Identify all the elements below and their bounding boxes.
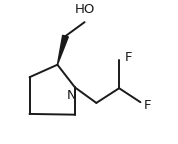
Text: F: F [125,51,132,64]
Polygon shape [57,35,68,65]
Text: F: F [143,99,151,112]
Text: HO: HO [74,3,95,16]
Text: N: N [67,89,76,102]
